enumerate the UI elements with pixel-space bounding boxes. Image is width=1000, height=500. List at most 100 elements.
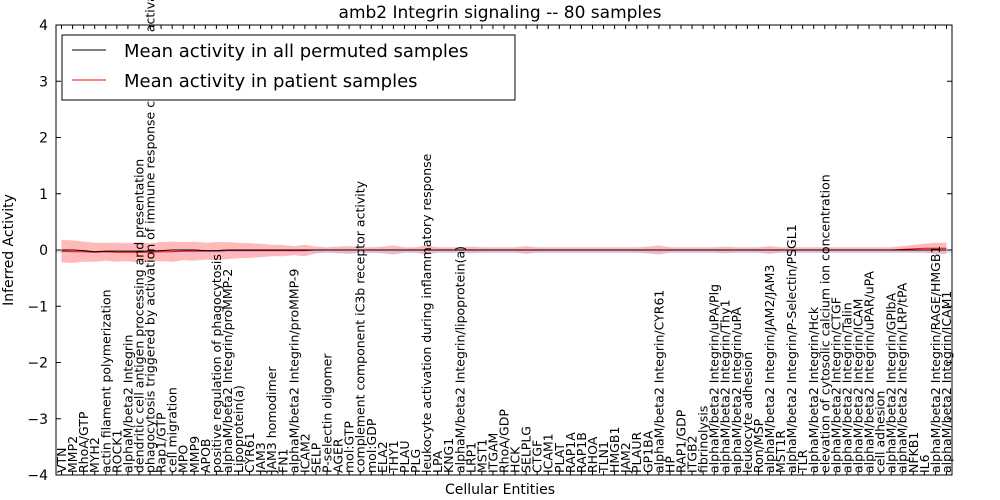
x-tick-label: P-selectin oligomer: [320, 353, 335, 473]
x-tick-label: MMP9: [187, 436, 202, 473]
x-tick-label: ICAM1: [541, 433, 556, 473]
x-tick-label: LPA: [430, 450, 445, 473]
x-tick-label: alphaM/beta2 Integrin/Thy1: [718, 299, 733, 473]
x-tick-label: alphaM/beta2 Integrin/RAGE/HMGB1: [928, 246, 943, 473]
x-tick-label: LRP1: [463, 442, 478, 473]
legend-label-permuted: Mean activity in all permuted samples: [124, 41, 468, 62]
x-tick-label: PLG: [408, 449, 423, 473]
x-tick-label: KNG1: [441, 438, 456, 473]
y-tick-label: −4: [27, 468, 48, 484]
y-axis: −4 −3 −2 −1 0 1 2 3 4: [27, 18, 952, 484]
x-tick-label: PLAUR: [629, 432, 644, 473]
x-tick-label: IL6: [917, 454, 932, 473]
x-tick-label: ICAM2: [297, 433, 312, 473]
x-tick-label: SELPLG: [519, 426, 534, 473]
x-tick-label: ITGAM: [485, 433, 500, 473]
x-tick-label: JAM3: [253, 442, 268, 474]
x-tick-label: complement component iC3b receptor activ…: [353, 180, 368, 473]
x-tick-label: alphaM/beta2 Integrin/JAM2/JAM3: [762, 265, 777, 473]
x-tick-label: alphaM/beta2 Integrin/ICAM1: [939, 291, 954, 473]
y-tick-label: 0: [39, 243, 48, 259]
x-tick-label: RAP1B: [574, 432, 589, 473]
x-tick-label: GP1BA: [640, 430, 655, 473]
x-tick-label: alphaM/beta2 Integrin/lipoprotein(a): [452, 246, 467, 473]
x-tick-label: leukocyte activation during inflammatory…: [419, 153, 434, 473]
chart-title: amb2 Integrin signaling -- 80 samples: [339, 3, 662, 23]
x-tick-label: elevation of cytosolic calcium ion conce…: [817, 174, 832, 473]
x-tick-label: TLN1: [596, 441, 611, 474]
x-tick-label: alphaM/beta2 Integrin/CTGF: [828, 297, 843, 473]
x-tick-label: VTN: [54, 447, 69, 473]
x-tick-label: cell migration: [165, 387, 180, 473]
legend-box: [61, 34, 516, 101]
x-tick-label: PLAU: [397, 441, 412, 474]
y-tick-label: 3: [39, 74, 48, 90]
x-tick-label: alphaM/beta2 Integrin/ICAM: [851, 299, 866, 473]
x-tick-label: RAP1/GDP: [674, 409, 689, 473]
x-tick-label: ROCK1: [109, 430, 124, 473]
x-tick-label: fibrinolysis: [696, 406, 711, 473]
x-tick-label: actin filament polymerization: [98, 289, 113, 473]
x-tick-label: SELP: [309, 442, 324, 473]
x-tick-label: positive regulation of phagocytosis: [209, 254, 224, 473]
x-tick-label: mol:GTP: [342, 421, 357, 473]
x-tick-label: alphaM/beta2 Integrin/LRP/tPA: [895, 282, 910, 473]
x-tick-label: MMP2: [65, 436, 80, 473]
y-tick-label: 1: [39, 187, 48, 203]
x-tick-label: CTGF: [530, 440, 545, 473]
series-line-permuted: [61, 249, 947, 253]
x-tick-label: ITGB2: [685, 435, 700, 473]
x-tick-label: HP: [662, 456, 677, 473]
x-tick-label: RAP1A: [563, 432, 578, 473]
x-tick-label: Lipoprotein(a): [231, 385, 246, 473]
y-tick-label: −2: [27, 356, 48, 372]
x-tick-label: cell adhesion: [873, 391, 888, 473]
x-tick-label: alphaM/beta2 Integrin/uPA/Plg: [707, 284, 722, 473]
x-tick-label: alphaM/beta2 Integrin: [120, 335, 135, 473]
y-axis-label: Inferred Activity: [1, 194, 17, 306]
x-tick-label: NFKB1: [906, 432, 921, 473]
x-tick-label: leukocyte adhesion: [740, 352, 755, 473]
x-tick-label: CYR61: [242, 432, 257, 473]
x-tick-label: PLAT: [552, 443, 567, 473]
plot-area: [56, 239, 952, 263]
x-tick-label: HMGB1: [607, 427, 622, 473]
y-tick-label: −1: [27, 299, 48, 315]
x-tick-label: ELA2: [375, 441, 390, 473]
x-tick-label: RhoA/GDP: [497, 409, 512, 473]
x-axis-label: Cellular Entities: [445, 482, 555, 498]
x-tick-label: TLR: [795, 449, 810, 474]
x-tick-label: alphaM/beta2 Integrin/Talin: [839, 302, 854, 473]
x-tick-label: MST1R: [773, 430, 788, 473]
x-tick-label: HCK: [508, 446, 523, 473]
y-tick-label: 2: [39, 131, 48, 147]
legend-label-patient: Mean activity in patient samples: [124, 71, 418, 92]
x-tick-label: alphaM/beta2 Integrin/GPIbA: [884, 293, 899, 473]
x-tick-label: RHOA: [585, 436, 600, 473]
y-tick-label: −3: [27, 412, 48, 428]
x-tick-label: alphaM/beta2 Integrin/Hck: [806, 306, 821, 473]
x-tick-label: alphaM/beta2 Integrin/uPA: [729, 307, 744, 473]
x-tick-label: alphaM/beta2 Integrin/proMMP-2: [220, 269, 235, 473]
x-tick-label: MPO: [176, 445, 191, 473]
x-tick-label: alphaM/beta2 Integrin/CYR61: [651, 290, 666, 473]
x-tick-label: alphaM/beta2 Integrin/P-Selectin/PSGL1: [784, 224, 799, 473]
x-tick-label: JAM3 homodimer: [264, 366, 279, 474]
legend: Mean activity in all permuted samples Me…: [61, 34, 516, 101]
x-tick-label: mol:GDP: [364, 418, 379, 473]
x-tick-label: MST1: [474, 439, 489, 473]
x-tick-label: RhoA/GTP: [76, 411, 91, 473]
x-tick-label: alphaM/beta2 Integrin/uPAR/uPA: [862, 271, 877, 473]
x-tick-label: dendritic cell antigen processing and pr…: [132, 159, 147, 473]
x-tick-label: THY1: [386, 440, 401, 474]
x-tick-label: FN1: [275, 449, 290, 474]
x-tick-label: MYH2: [87, 437, 102, 473]
x-tick-label: APOB: [198, 438, 213, 473]
x-tick-label: JAM2: [618, 442, 633, 474]
x-tick-label: Ron/MSP: [751, 418, 766, 473]
patient-confidence-band: [61, 239, 947, 263]
x-tick-label: alphaM/beta2 Integrin/proMMP-9: [286, 269, 301, 473]
y-tick-label: 4: [39, 18, 48, 34]
